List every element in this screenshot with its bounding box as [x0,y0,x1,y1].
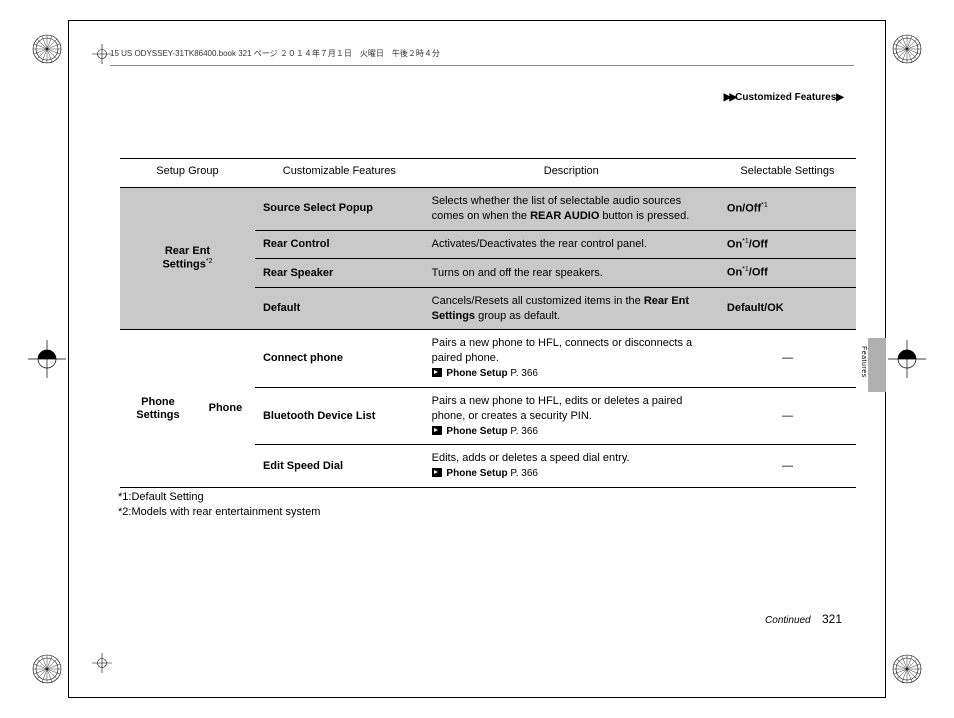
breadcrumb-arrow-icon: ▶ [836,92,842,103]
feature-cell: Connect phone [255,330,424,388]
footnote: *2:Models with rear entertainment system [118,505,320,520]
feature-cell: Rear Speaker [255,259,424,288]
feature-cell: Default [255,287,424,330]
breadcrumb-arrow-icon: ▶▶ [724,92,735,103]
col-description: Description [424,159,719,188]
setup-subgroup-cell: Phone [196,330,255,488]
registration-mark-icon [22,644,72,694]
description-cell: Turns on and off the rear speakers. [424,259,719,288]
settings-cell: — [719,330,856,388]
feature-cell: Rear Control [255,230,424,259]
page-number: 321 [822,612,842,626]
description-cell: Selects whether the list of selectable a… [424,188,719,231]
crop-target-icon [92,44,112,69]
setup-group-cell: PhoneSettings [120,330,196,488]
feature-cell: Bluetooth Device List [255,387,424,445]
description-cell: Pairs a new phone to HFL, connects or di… [424,330,719,388]
breadcrumb-label: Customized Features [735,92,836,103]
registration-mark-icon [882,644,932,694]
settings-table: Setup Group Customizable Features Descri… [120,158,856,488]
settings-cell: — [719,387,856,445]
settings-cell: Default/OK [719,287,856,330]
book-header: 15 US ODYSSEY-31TK86400.book 321 ページ ２０１… [110,48,854,66]
setup-group-cell: Rear EntSettings*2 [120,188,255,330]
book-ref-icon [432,468,442,477]
footnotes: *1:Default Setting *2:Models with rear e… [118,490,320,520]
book-ref-icon [432,426,442,435]
feature-cell: Edit Speed Dial [255,445,424,488]
footnote: *1:Default Setting [118,490,320,505]
settings-cell: On*1/Off [719,259,856,288]
registration-mark-icon [22,24,72,74]
book-ref-icon [432,368,442,377]
registration-mark-icon [882,334,932,384]
description-cell: Activates/Deactivates the rear control p… [424,230,719,259]
description-cell: Pairs a new phone to HFL, edits or delet… [424,387,719,445]
continued-label: Continued [765,615,811,626]
section-tab [868,338,886,392]
settings-cell: On/Off*1 [719,188,856,231]
description-cell: Cancels/Resets all customized items in t… [424,287,719,330]
page-footer: Continued 321 [765,612,842,626]
col-settings: Selectable Settings [719,159,856,188]
crop-target-icon [92,653,112,678]
registration-mark-icon [882,24,932,74]
registration-mark-icon [22,334,72,384]
settings-cell: — [719,445,856,488]
breadcrumb: ▶▶Customized Features▶ [724,92,842,103]
feature-cell: Source Select Popup [255,188,424,231]
settings-cell: On*1/Off [719,230,856,259]
description-cell: Edits, adds or deletes a speed dial entr… [424,445,719,488]
col-feature: Customizable Features [255,159,424,188]
col-setup-group: Setup Group [120,159,255,188]
section-tab-label: Features [860,346,867,378]
